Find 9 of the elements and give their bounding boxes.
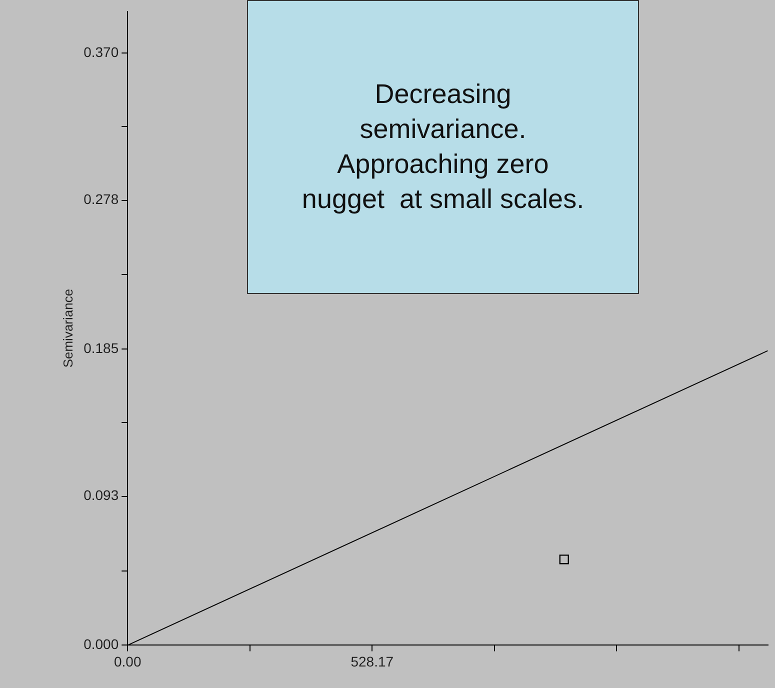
x-tick-label: 528.17 [350,653,394,670]
y-tick-label: 0.278 [84,191,119,208]
y-tick-label: 0.370 [84,44,119,60]
y-axis-title: Semivariance [60,288,76,368]
callout-box: Decreasing semivariance. Approaching zero nugget at small scales. [247,0,639,294]
y-tick-label: 0.185 [84,340,119,356]
y-tick-label: 0.000 [84,636,119,652]
y-tick-label: 0.093 [84,487,119,504]
x-tick-label: 0.00 [114,653,142,670]
